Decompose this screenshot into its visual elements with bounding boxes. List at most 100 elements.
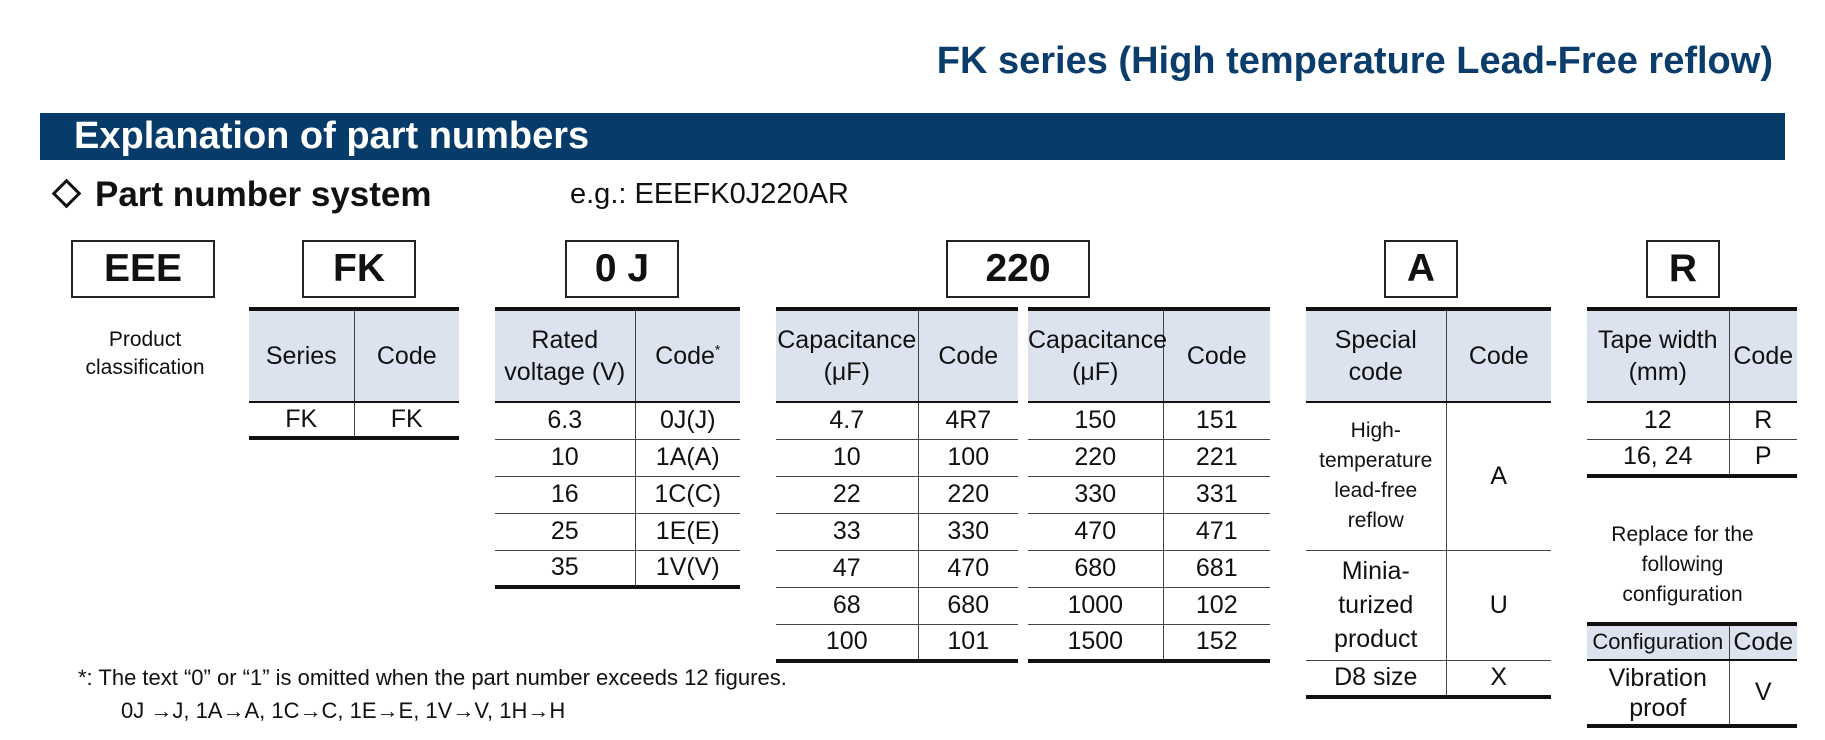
table-cell: 330	[1028, 475, 1163, 513]
table-row: Vibration proof V	[1587, 660, 1797, 726]
table-cell: 681	[1162, 549, 1270, 587]
table-cell: P	[1728, 438, 1797, 476]
table-row: 16, 24 P	[1587, 438, 1797, 476]
table-cell: V	[1728, 660, 1797, 726]
table-cell: 680	[1028, 549, 1163, 587]
table-cell: 151	[1162, 402, 1270, 439]
table-cell: 47	[776, 549, 918, 587]
table-header: Code	[917, 309, 1018, 403]
table-cell: 220	[917, 475, 1018, 513]
configuration-table: Configuration Code Vibration proof V	[1587, 622, 1797, 728]
table-cell: 16, 24	[1587, 438, 1729, 476]
table-cell: 25	[495, 512, 635, 550]
rated-voltage-table: Rated voltage (V) Code* 6.3 0J(J) 10 1A(A)…	[495, 307, 740, 589]
table-cell: 6.3	[547, 406, 583, 435]
table-row: 1000 102	[1028, 586, 1270, 624]
table-cell: 680	[917, 586, 1018, 624]
table-row: High-temperature lead-free reflow A	[1306, 402, 1551, 550]
table-cell: 10	[776, 438, 918, 476]
table-header: Series	[249, 309, 354, 403]
product-classification-label: Product classification	[85, 328, 205, 379]
code-box-eee: EEE	[71, 240, 215, 298]
footnote-mark: *	[714, 341, 721, 358]
table-cell: 1C(C)	[634, 475, 740, 513]
table-cell: A	[1445, 402, 1551, 550]
table-cell: 10	[495, 438, 635, 476]
table-cell: 0J(J)	[634, 402, 740, 439]
footnote-line-1: *: The text “0” or “1” is omitted when t…	[78, 665, 787, 690]
table-cell: 470	[917, 549, 1018, 587]
code-box-tape: R	[1646, 240, 1720, 298]
table-cell: 150	[1074, 406, 1117, 435]
table-header: Code	[1445, 309, 1551, 403]
table-cell: 331	[1162, 475, 1270, 513]
table-row: 100 101	[776, 623, 1018, 661]
table-row: 12 R	[1587, 402, 1797, 439]
series-title: FK series (High temperature Lead-Free re…	[936, 40, 1773, 82]
table-cell: 221	[1162, 438, 1270, 476]
table-cell: 33	[776, 512, 918, 550]
table-cell: 1A(A)	[634, 438, 740, 476]
table-row: 150 151	[1028, 402, 1270, 439]
table-header: Capacitance (μF)	[776, 309, 918, 403]
table-cell: X	[1445, 659, 1551, 697]
table-row: 330 331	[1028, 475, 1270, 513]
table-cell: Minia-turized product	[1306, 549, 1446, 660]
table-header: Code	[1162, 309, 1270, 403]
table-cell: U	[1445, 549, 1551, 660]
footnote-line-2: 0J →J, 1A→A, 1C→C, 1E→E, 1V→V, 1H→H	[121, 698, 566, 723]
table-cell: 35	[495, 549, 635, 587]
table-cell: 12	[1643, 406, 1672, 435]
table-row: 680 681	[1028, 549, 1270, 587]
table-cell: 220	[1028, 438, 1163, 476]
table-cell: 1000	[1028, 586, 1163, 624]
table-header: Rated voltage (V)	[495, 309, 635, 403]
capacitance-table-2: Capacitance (μF) Code 150 151 220 221 330 3…	[1028, 307, 1270, 663]
table-cell: 22	[776, 475, 918, 513]
table-header: Special code	[1306, 309, 1446, 403]
table-cell: 68	[776, 586, 918, 624]
table-cell: High-temperature lead-free reflow	[1319, 419, 1433, 533]
code-box-voltage: 0 J	[565, 240, 679, 298]
table-cell: D8 size	[1306, 659, 1446, 697]
replace-note: Replace for the following configuration	[1611, 523, 1754, 606]
table-row: 4.7 4R7	[776, 402, 1018, 439]
banner-title: Explanation of part numbers	[74, 115, 590, 157]
table-row: Minia-turized product U	[1306, 549, 1551, 660]
table-cell: Vibration proof	[1608, 663, 1707, 722]
table-row: 220 221	[1028, 438, 1270, 476]
table-cell: 100	[917, 438, 1018, 476]
table-cell: 471	[1162, 512, 1270, 550]
capacitance-table-1: Capacitance (μF) Code 4.7 4R7 10 100 22 220…	[776, 307, 1018, 663]
example-part-number: e.g.: EEEFK0J220AR	[570, 178, 849, 210]
table-cell: R	[1728, 402, 1797, 439]
table-header: Code	[1728, 309, 1797, 403]
table-cell: FK	[353, 402, 459, 438]
table-cell: 1500	[1028, 623, 1163, 661]
table-cell: 4R7	[917, 402, 1018, 439]
table-cell: FK	[285, 405, 318, 433]
table-row: 16 1C(C)	[495, 475, 740, 513]
code-box-special: A	[1384, 240, 1458, 298]
code-box-capacitance: 220	[946, 240, 1090, 298]
table-cell: 470	[1028, 512, 1163, 550]
table-row: D8 size X	[1306, 659, 1551, 697]
table-row: 33 330	[776, 512, 1018, 550]
table-header: Code*	[634, 309, 740, 403]
table-cell: 4.7	[829, 406, 865, 435]
table-cell: 102	[1162, 586, 1270, 624]
code-box-fk: FK	[302, 240, 416, 298]
table-header: Configuration	[1587, 624, 1729, 661]
table-header: Code	[353, 309, 459, 403]
table-cell: 1E(E)	[634, 512, 740, 550]
table-cell: 1V(V)	[634, 549, 740, 587]
table-row: FK FK	[249, 402, 459, 438]
table-row: 6.3 0J(J)	[495, 402, 740, 439]
tape-width-table: Tape width (mm) Code 12 R 16, 24 P	[1587, 307, 1797, 478]
table-header: Code	[1728, 624, 1797, 661]
section-banner: Explanation of part numbers	[40, 113, 1785, 160]
table-row: 10 1A(A)	[495, 438, 740, 476]
table-header-text: Code	[655, 341, 715, 370]
table-row: 68 680	[776, 586, 1018, 624]
table-cell: 101	[917, 623, 1018, 661]
